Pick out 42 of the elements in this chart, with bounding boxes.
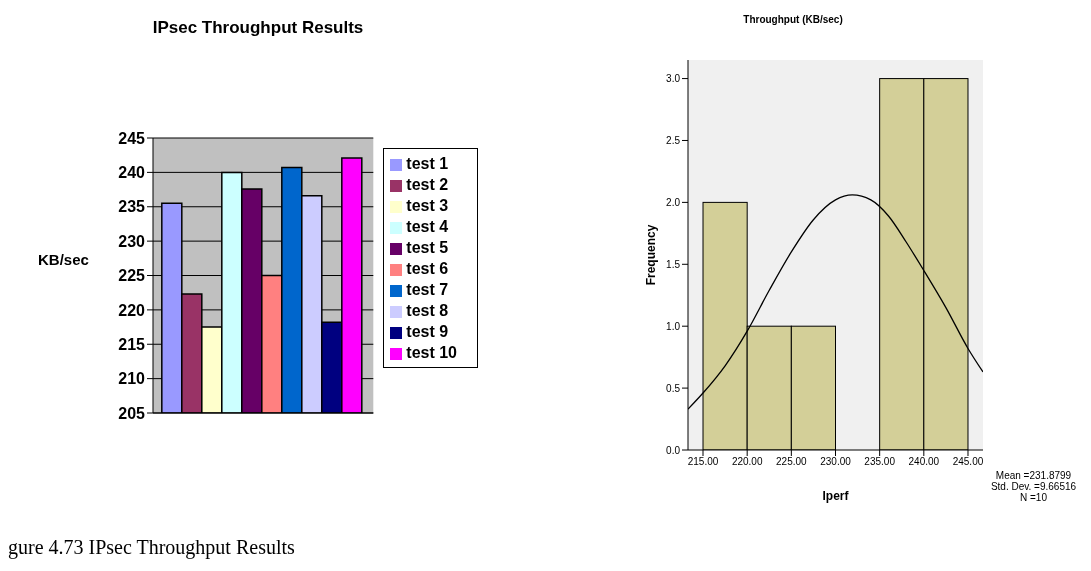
legend-label: test 3: [406, 197, 449, 214]
y-tick-label: 3.0: [666, 73, 681, 85]
text: N =10: [1019, 492, 1048, 503]
legend-label: test 6: [406, 260, 449, 277]
text: Std. Dev. =9.66516: [989, 481, 1078, 492]
x-tick-label: 240.00: [908, 456, 940, 468]
legend-label: test 10: [406, 344, 457, 361]
x-tick-label: 215.00: [687, 456, 719, 468]
y-tick-label: 2.5: [666, 135, 681, 147]
x-tick-label: 225.00: [776, 456, 808, 468]
legend-label: test 5: [406, 239, 449, 256]
x-tick-label: 230.00: [820, 456, 852, 468]
x-tick-label: 245.00: [952, 456, 984, 468]
y-tick-label: 225: [118, 267, 146, 285]
y-tick-label: 0.5: [666, 382, 681, 394]
legend-label: test 9: [406, 323, 449, 340]
y-tick-label: 205: [118, 404, 146, 422]
y-tick-label: 220: [118, 301, 146, 319]
legend-label: test 1: [406, 155, 449, 172]
y-axis-title: KB/sec: [38, 251, 89, 268]
y-tick-label: 245: [118, 129, 146, 147]
x-tick-label: 235.00: [864, 456, 896, 468]
x-axis-title: Iperf: [822, 489, 850, 503]
y-tick-label: 215: [118, 335, 146, 353]
y-tick-label: 210: [118, 370, 146, 388]
y-tick-label: 230: [118, 232, 146, 250]
legend-label: test 2: [406, 176, 449, 193]
chart-title: IPsec Throughput Results: [151, 18, 365, 38]
y-axis-title: Frequency: [644, 224, 659, 286]
y-tick-label: 1.0: [666, 320, 681, 332]
text: gure 4.73 IPsec Throughput Results: [8, 536, 295, 559]
legend-label: test 7: [406, 281, 449, 298]
y-tick-label: 235: [118, 198, 146, 216]
legend-label: test 8: [406, 302, 449, 319]
legend-label: test 4: [406, 218, 449, 235]
y-tick-label: 2.0: [666, 196, 681, 208]
y-tick-label: 0.0: [666, 444, 681, 456]
x-tick-label: 220.00: [731, 456, 763, 468]
y-tick-label: 240: [118, 164, 146, 182]
text: Mean =231.8799: [994, 470, 1073, 481]
y-tick-label: 1.5: [666, 258, 681, 270]
chart-title: Throughput (KB/sec): [742, 14, 844, 25]
